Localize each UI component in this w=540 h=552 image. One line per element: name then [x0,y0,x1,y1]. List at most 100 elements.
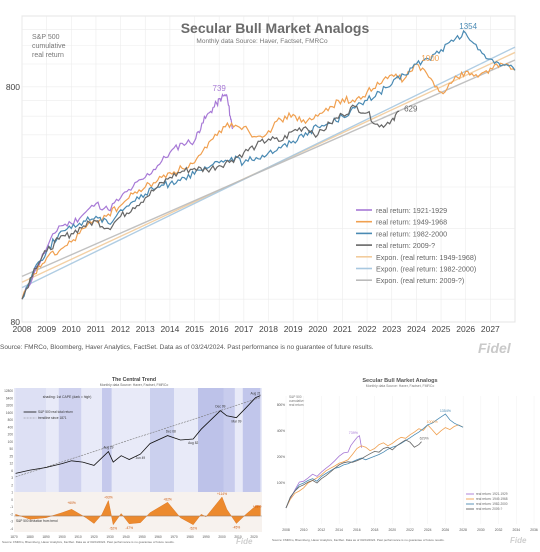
x-tick-label: 2020 [250,535,258,539]
series-end-label: 1000 [421,54,439,63]
y-tick-label: 25 [9,454,13,458]
x-tick-label: 2018 [371,528,379,532]
cape-shading [150,388,174,492]
cape-shading [102,388,112,492]
deviation-annotation: +114% [217,492,227,496]
y-tick-label: 6400 [6,396,13,400]
series-end-label: 1354% [440,409,452,413]
deviation-area [15,496,261,526]
legend-label: Expon. (real return: 1949-1968) [376,253,476,262]
legend-label: real return: 1921-1929 [476,492,508,496]
y-tick-label: 400 [8,425,14,429]
price-annotation: Aug 21 [251,392,261,396]
x-tick-label: 1990 [202,535,210,539]
series-end-label: 1354 [459,22,477,31]
y-axis-label-line: real return [289,403,304,407]
deviation-annotation: +28% [253,504,262,508]
price-annotation: Aug 82 [188,441,198,445]
price-annotation: Aug 29 [103,446,113,450]
x-tick-label: 1920 [90,535,98,539]
x-tick-label: 2027 [481,324,500,334]
series-line [21,93,234,300]
y-tick-label: 200 [8,433,14,437]
x-tick-label: 2026 [442,528,450,532]
deviation-annotation: -52% [109,527,117,531]
series-line [285,413,464,509]
x-tick-label: 2024 [424,528,432,532]
series-line [21,29,516,300]
trendline [21,59,516,278]
x-tick-label: 1960 [154,535,162,539]
cape-shading [223,388,235,492]
x-tick-label: 2014 [335,528,343,532]
y-tick-label: 800 [8,418,14,422]
y-axis-label-line: S&P 500 [32,34,60,41]
y-tick-label: 12800 [4,389,13,393]
fidelity-logo: Fide [236,537,253,546]
x-tick-label: 1900 [58,535,66,539]
x-tick-label: 2008 [282,528,290,532]
x-tick-label: 2010 [234,535,242,539]
x-tick-label: 1970 [170,535,178,539]
x-tick-label: 2010 [300,528,308,532]
y-tick-label: 3 [11,476,13,480]
x-tick-label: 2025 [432,324,451,334]
x-tick-label: 2036 [530,528,538,532]
main-source-note: Source: FMRCo, Bloomberg, Haver Analytic… [0,344,374,351]
series-end-label: 1000% [427,420,439,424]
x-tick-label: 1940 [122,535,130,539]
x-tick-label: 1930 [106,535,114,539]
y-tick-label: -4 [10,527,13,531]
x-tick-label: 2011 [87,324,106,334]
y-tick-label: -1 [10,505,13,509]
y-tick-label: 100 [8,440,14,444]
x-tick-label: 2030 [477,528,485,532]
series-end-label: 629 [404,104,418,113]
y-tick-label: -2 [10,512,13,516]
fidelity-logo: Fide [510,536,527,545]
legend-label: real return: 1982-2000 [476,502,508,506]
x-tick-label: 2028 [459,528,467,532]
legend-label: real return: 2009-? [376,241,435,250]
x-tick-label: 2012 [318,528,326,532]
legend-label: real return: 1982-2000 [376,229,447,238]
small-analogs-panel: Secular Bull Market Analogs Monthly data … [270,374,540,547]
legend-label: Expon. (real return: 1982-2000) [376,265,476,274]
chart-subtitle: Monthly data Source: Haver, Factset, FMR… [100,383,169,387]
chart-title: Secular Bull Market Analogs [181,20,370,36]
legend-label: trendline since 1871 [38,416,67,420]
y-tick-label: 100% [277,481,285,485]
price-annotation: Dec 99 [215,405,225,409]
deviation-annotation: +82% [163,497,172,501]
x-tick-label: 1880 [26,535,34,539]
price-line [15,395,261,474]
trendline [15,397,261,478]
x-tick-label: 2022 [358,324,377,334]
cape-shading [242,388,261,492]
x-tick-label: 1910 [74,535,82,539]
y-tick-label: 3200 [6,404,13,408]
x-tick-label: 2010 [62,324,81,334]
y-axis-label-line: cumulative [289,399,304,403]
x-tick-label: 2019 [284,324,303,334]
x-tick-label: 2013 [136,324,155,334]
main-chart-svg: 2008 2009 2010 2011 2012 2013 2014 2015 2016 2017… [6,15,516,334]
shading-note: shading: 1st CAPE (dark = high) [43,395,92,399]
series-line [285,439,422,509]
y-tick-label: 0 [11,498,13,502]
chart-title: Secular Bull Market Analogs [362,378,437,384]
legend-label: real return: 1921-1929 [376,206,447,215]
y-axis-label-line: cumulative [32,43,66,50]
legend-label: Expon. (real return: 2009-?) [376,276,464,285]
deviation-annotation: +93% [104,496,113,500]
chart-title: The Central Trend [112,377,156,383]
y-tick-label: 1 [11,491,13,495]
series-line [21,104,400,300]
legend-label: S&P 500 real total return [38,410,73,414]
y-tick-label: 2 [11,483,13,487]
series-end-label: 739 [213,84,227,93]
series-end-label: 739% [349,431,359,435]
x-tick-label: 2015 [185,324,204,334]
price-annotation: Jun 49 [136,456,146,460]
